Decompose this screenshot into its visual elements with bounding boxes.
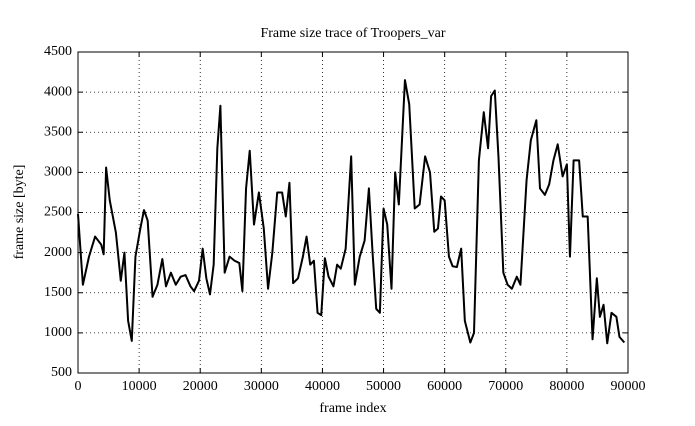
y-tick-label: 1000 bbox=[44, 325, 72, 340]
y-tick-label: 3500 bbox=[44, 124, 72, 139]
y-tick-label: 2000 bbox=[44, 245, 72, 260]
y-tick-label: 2500 bbox=[44, 205, 72, 220]
y-tick-label: 1500 bbox=[44, 285, 72, 300]
x-axis-label: frame index bbox=[319, 401, 386, 416]
x-tick-label: 60000 bbox=[427, 379, 462, 394]
x-tick-label: 80000 bbox=[549, 379, 584, 394]
y-tick-label: 4500 bbox=[44, 44, 72, 59]
x-tick-label: 30000 bbox=[244, 379, 279, 394]
x-tick-label: 0 bbox=[75, 379, 82, 394]
y-tick-label: 3000 bbox=[44, 165, 72, 180]
x-tick-label: 90000 bbox=[611, 379, 646, 394]
x-tick-label: 40000 bbox=[305, 379, 340, 394]
x-tick-label: 70000 bbox=[488, 379, 523, 394]
y-axis-label: frame size [byte] bbox=[12, 165, 27, 260]
x-tick-label: 10000 bbox=[122, 379, 157, 394]
x-tick-label: 50000 bbox=[366, 379, 401, 394]
y-tick-label: 4000 bbox=[44, 84, 72, 99]
y-tick-label: 500 bbox=[51, 365, 72, 380]
data-line bbox=[77, 79, 626, 345]
x-tick-label: 20000 bbox=[183, 379, 218, 394]
chart-title: Frame size trace of Troopers_var bbox=[260, 26, 445, 41]
